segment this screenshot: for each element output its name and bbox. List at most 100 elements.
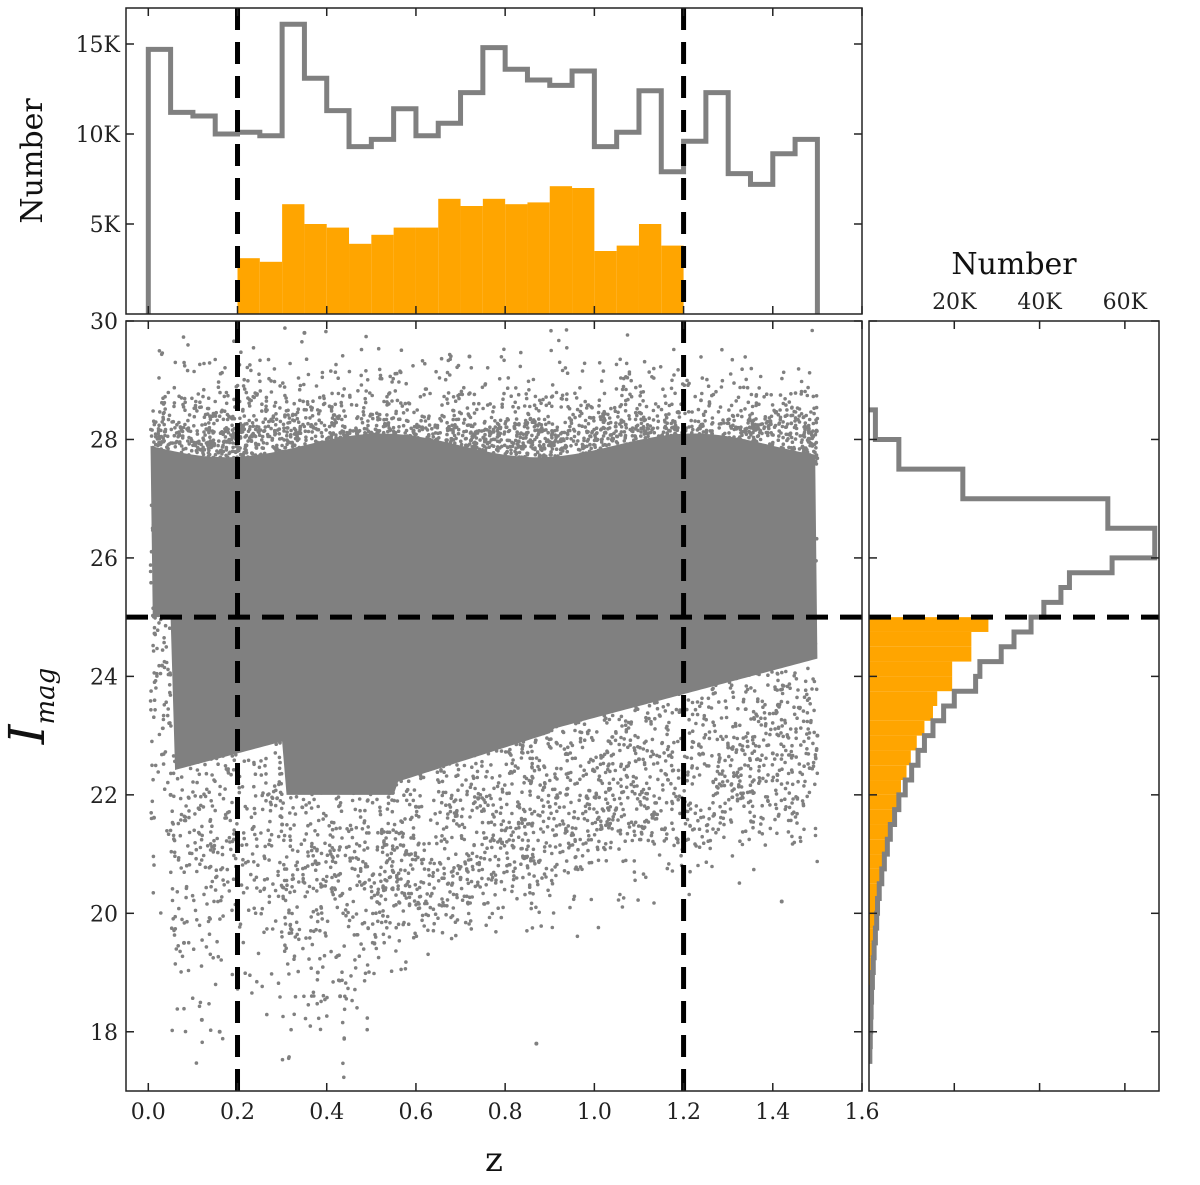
scatter-point (407, 884, 412, 889)
scatter-point (162, 640, 166, 645)
scatter-point (562, 869, 567, 873)
scatter-point (325, 995, 329, 1000)
scatter-point (724, 705, 729, 710)
scatter-point (785, 413, 789, 418)
scatter-point (451, 869, 455, 873)
scatter-point (653, 716, 657, 721)
scatter-point (221, 914, 225, 918)
scatter-point (227, 440, 232, 445)
scatter-point (619, 689, 623, 693)
scatter-point (357, 797, 362, 801)
scatter-point (762, 395, 766, 399)
scatter-point (302, 838, 307, 842)
scatter-point (472, 753, 477, 758)
scatter-point (641, 694, 645, 699)
scatter-point (639, 434, 643, 438)
scatter-point (339, 400, 344, 405)
scatter-point (342, 387, 347, 391)
scatter-point (509, 448, 513, 452)
scatter-point (214, 465, 218, 470)
scatter-point (759, 666, 763, 671)
scatter-point (254, 979, 259, 984)
scatter-point (381, 465, 386, 470)
scatter-point (745, 739, 750, 744)
scatter-point (466, 911, 471, 916)
scatter-point (312, 846, 317, 850)
scatter-point (327, 424, 332, 429)
scatter-point (340, 417, 344, 422)
scatter-point (151, 854, 156, 859)
scatter-point (623, 435, 628, 439)
scatter-point (530, 749, 534, 754)
scatter-point (498, 418, 503, 423)
scatter-point (328, 849, 332, 853)
scatter-point (670, 711, 675, 715)
scatter-point (255, 844, 259, 849)
scatter-point (748, 810, 752, 815)
scatter-point (351, 899, 356, 904)
scatter-point (210, 414, 215, 419)
scatter-point (483, 850, 487, 855)
scatter-point (462, 825, 467, 830)
scatter-point (333, 860, 338, 865)
scatter-point (286, 674, 291, 678)
scatter-point (345, 448, 350, 452)
scatter-point (195, 780, 199, 785)
scatter-point (595, 845, 600, 850)
scatter-point (664, 401, 668, 406)
scatter-point (562, 747, 567, 751)
scatter-point (609, 433, 614, 437)
scatter-point (710, 455, 714, 460)
scatter-point (198, 362, 202, 367)
scatter-point (527, 462, 532, 467)
scatter-point (228, 654, 233, 659)
scatter-point (735, 413, 740, 418)
scatter-point (498, 811, 503, 815)
scatter-point (570, 743, 575, 748)
scatter-point (267, 419, 271, 424)
scatter-point (613, 738, 618, 743)
scatter-point (386, 429, 390, 434)
scatter-point (316, 456, 320, 461)
scatter-point (167, 721, 171, 725)
scatter-point (159, 434, 164, 439)
scatter-point (470, 445, 474, 449)
scatter-point (701, 815, 706, 819)
scatter-point (401, 831, 406, 836)
scatter-point (658, 692, 663, 696)
scatter-point (383, 421, 387, 426)
scatter-point (738, 839, 742, 843)
scatter-point (649, 465, 654, 470)
scatter-point (740, 414, 744, 419)
scatter-point (409, 437, 413, 442)
scatter-point (790, 526, 794, 530)
scatter-point (273, 888, 278, 893)
scatter-point (688, 824, 692, 828)
scatter-point (695, 470, 699, 475)
scatter-point (438, 862, 443, 866)
scatter-point (723, 758, 727, 763)
scatter-point (554, 435, 558, 440)
scatter-point (789, 749, 794, 754)
scatter-point (223, 816, 227, 820)
scatter-point (472, 401, 476, 406)
scatter-point (738, 385, 742, 390)
scatter-point (165, 829, 169, 833)
top-histogram-selected-bar (282, 204, 305, 314)
scatter-point (693, 453, 698, 457)
scatter-point (387, 935, 392, 939)
scatter-point (292, 426, 297, 431)
scatter-point (519, 350, 523, 355)
scatter-point (643, 436, 648, 440)
scatter-point (185, 714, 190, 718)
scatter-point (244, 842, 249, 847)
scatter-point (381, 435, 386, 439)
top-histogram-selected-bar (616, 245, 639, 314)
scatter-point (396, 871, 401, 876)
scatter-point (785, 781, 790, 785)
scatter-point (541, 731, 546, 736)
scatter-point (238, 922, 243, 926)
scatter-point (637, 462, 642, 466)
scatter-point (726, 466, 730, 471)
scatter-point (302, 466, 307, 470)
